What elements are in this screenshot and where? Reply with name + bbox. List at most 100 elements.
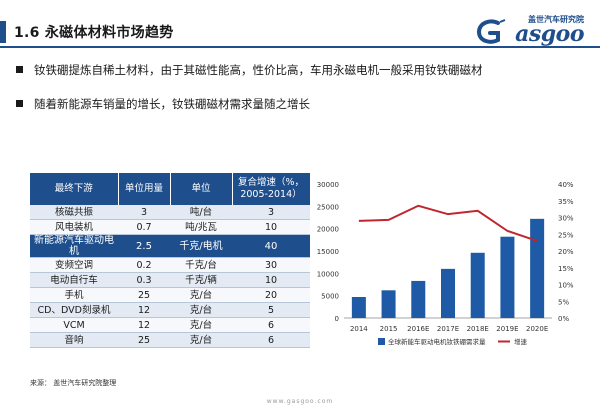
left-tick-label: 0 [335, 315, 339, 323]
bar [411, 280, 426, 318]
logo-wordmark: asgoo [515, 21, 584, 47]
table-cell: 手机 [30, 287, 118, 303]
bullet-text: 随着新能源车销量的增长，钕铁硼磁材需求量随之增长 [34, 97, 310, 111]
legend-label: 全球新能车驱动电机钕铁硼需求量 [388, 337, 486, 346]
table-header-cell: 单位 [170, 173, 233, 205]
gasgoo-logo: 盖世汽车研究院 asgoo [476, 14, 588, 48]
bullet-square-icon [16, 66, 23, 73]
table-cell: 12 [118, 302, 170, 318]
table-header-row: 最终下游 单位用量 单位 复合增速（%，2005-2014） [30, 173, 311, 205]
footer-url: www.gasgoo.com [266, 398, 334, 405]
bullet-text: 钕铁硼提炼自稀土材料，由于其磁性能高，性价比高，车用永磁电机一般采用钕铁硼磁材 [34, 63, 483, 77]
right-tick-label: 5% [558, 298, 569, 306]
table-cell: CD、DVD刻录机 [30, 302, 118, 318]
table-cell: 克/台 [170, 317, 232, 333]
bullet-item: 随着新能源车销量的增长，钕铁硼磁材需求量随之增长 [16, 96, 576, 112]
x-tick-label: 2014 [350, 325, 368, 333]
x-tick-label: 2016E [407, 325, 429, 333]
magnet-usage-table: 最终下游 单位用量 单位 复合增速（%，2005-2014） 核磁共振 3 吨/台 3… [30, 173, 311, 348]
source-note: 来源： 盖世汽车研究院整理 [30, 379, 117, 387]
right-tick-label: 0% [558, 315, 569, 323]
table-cell: 千克/辆 [170, 272, 232, 288]
table-cell: 0.2 [118, 257, 170, 273]
right-tick-label: 35% [558, 198, 574, 206]
table-cell: 10 [232, 219, 310, 235]
table-header-cell: 最终下游 [30, 173, 119, 205]
table-cell: 25 [118, 287, 170, 303]
bar [381, 290, 396, 318]
table-row: 手机 25 克/台 20 [30, 287, 310, 303]
table-cell: 音响 [30, 332, 118, 348]
x-tick-label: 2015 [380, 325, 398, 333]
table-cell: 克/台 [170, 332, 232, 348]
header-accent [0, 21, 6, 43]
table-cell: 6 [232, 317, 310, 333]
table-cell: 千克/台 [170, 257, 232, 273]
right-tick-label: 40% [558, 181, 574, 189]
right-tick-label: 15% [558, 265, 574, 273]
left-tick-label: 5000 [321, 293, 339, 301]
table-cell: 变频空调 [30, 257, 118, 273]
bullet-square-icon [16, 100, 23, 107]
left-tick-label: 25000 [317, 203, 339, 211]
table-cell: 30 [232, 257, 310, 273]
x-tick-label: 2019E [496, 325, 518, 333]
table-header-cell: 单位用量 [118, 173, 171, 205]
right-tick-label: 20% [558, 248, 574, 256]
x-axis: 2014 2015 2016E 2017E 2018E 2019E 2020E [350, 325, 548, 333]
table-cell: 核磁共振 [30, 205, 118, 220]
table-cell: 吨/台 [170, 205, 232, 220]
table-cell: 6 [232, 332, 310, 348]
legend-bar-swatch [378, 338, 385, 345]
logo-caption: 盖世汽车研究院 [528, 15, 584, 24]
chart-legend: 全球新能车驱动电机钕铁硼需求量 增速 [378, 337, 528, 346]
table-body: 核磁共振 3 吨/台 3 风电装机 0.7 吨/兆瓦 10 新能源汽车驱动电机 2.5 千克/电机 4… [30, 205, 310, 348]
right-tick-label: 10% [558, 282, 574, 290]
table-row: 风电装机 0.7 吨/兆瓦 10 [30, 219, 310, 235]
table-header-cell: 复合增速（%，2005-2014） [232, 173, 311, 205]
table-cell: 0.7 [118, 219, 170, 235]
table-row: 新能源汽车驱动电机 2.5 千克/电机 40 [30, 234, 310, 258]
gasgoo-g-icon [476, 19, 506, 44]
table-cell: 克/台 [170, 302, 232, 318]
table-cell: 3 [118, 205, 170, 220]
table-cell: 25 [118, 332, 170, 348]
header-divider [0, 46, 600, 48]
table-row: 核磁共振 3 吨/台 3 [30, 205, 310, 220]
bar [530, 218, 545, 318]
left-tick-label: 15000 [317, 248, 339, 256]
table-row: VCM 12 克/台 6 [30, 317, 310, 333]
table-cell: 40 [232, 234, 310, 258]
table-cell: 2.5 [118, 234, 170, 258]
slide-title: 1.6 永磁体材料市场趋势 [14, 25, 174, 41]
x-tick-label: 2020E [526, 325, 548, 333]
bar [441, 268, 455, 318]
table-cell: 20 [232, 287, 310, 303]
table-cell: 电动自行车 [30, 272, 118, 288]
table-cell: 千克/电机 [170, 234, 232, 258]
left-tick-label: 30000 [317, 181, 339, 189]
x-tick-label: 2017E [437, 325, 459, 333]
line-series [358, 204, 538, 242]
table-cell: 0.3 [118, 272, 170, 288]
left-tick-label: 10000 [317, 270, 339, 278]
table-row: CD、DVD刻录机 12 克/台 5 [30, 302, 310, 318]
table-cell: 3 [232, 205, 310, 220]
table-cell: 风电装机 [30, 219, 118, 235]
table-cell: 12 [118, 317, 170, 333]
legend-label: 增速 [514, 337, 528, 346]
table-row: 音响 25 克/台 6 [30, 332, 310, 348]
ndfeb-demand-chart: 0 5000 10000 15000 20000 25000 30000 0% 5% 10% 15… [317, 181, 574, 346]
table-cell: 10 [232, 272, 310, 288]
x-tick-label: 2018E [467, 325, 489, 333]
table-cell: 5 [232, 302, 310, 318]
table-cell: 克/台 [170, 287, 232, 303]
bar [500, 236, 515, 318]
left-tick-label: 20000 [317, 226, 339, 234]
bar-series [351, 218, 545, 318]
table-row: 变频空调 0.2 千克/台 30 [30, 257, 310, 273]
table-cell: 吨/兆瓦 [170, 219, 232, 235]
bar [470, 252, 485, 318]
table-cell: 新能源汽车驱动电机 [30, 234, 118, 258]
right-tick-label: 25% [558, 231, 574, 239]
